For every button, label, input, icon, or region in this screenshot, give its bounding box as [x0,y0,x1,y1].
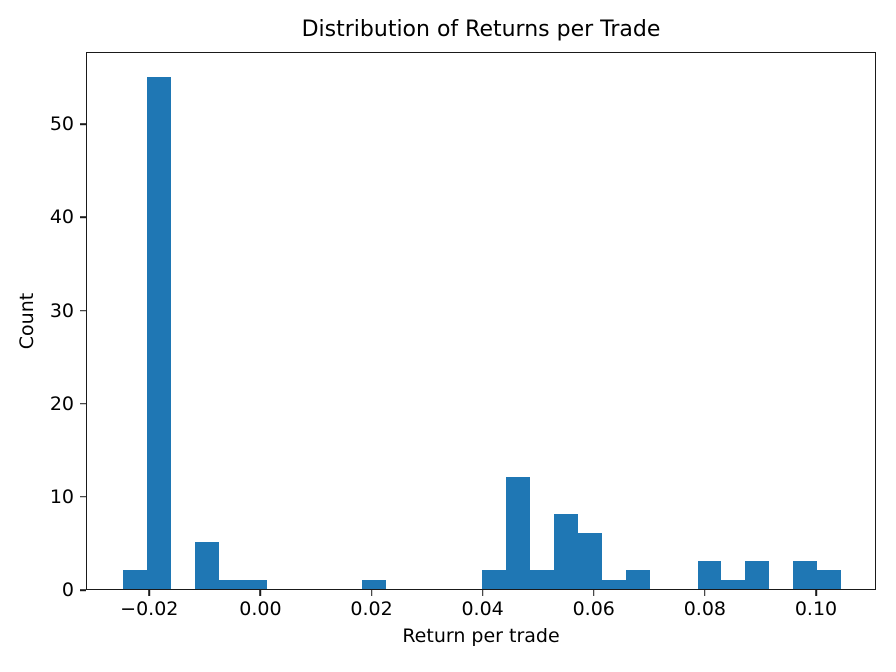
x-axis-label: Return per trade [402,625,560,647]
histogram-bar [242,579,267,589]
x-tick-label: 0.10 [794,598,838,620]
histogram-bar [529,570,554,589]
histogram-bar [553,514,578,589]
y-tick-mark [80,216,86,219]
histogram-bar [505,477,530,589]
x-tick-label: 0.02 [350,598,393,620]
y-tick-mark [80,123,86,125]
y-tick-label: 10 [49,485,74,508]
histogram-bar [362,579,387,589]
histogram-bar [122,570,147,589]
x-tick-mark [704,590,706,596]
y-tick-mark [80,309,86,312]
histogram-bar [721,579,746,589]
histogram-bar [577,533,602,589]
histogram-bar [625,570,650,589]
y-tick-label: 40 [49,206,74,229]
x-tick-label: 0.04 [461,598,504,620]
x-tick-mark [481,590,484,596]
y-tick-label: 20 [49,392,74,415]
y-tick-label: 0 [61,579,74,601]
histogram-bar [697,561,722,589]
x-tick-mark [815,590,817,596]
histogram-bar [194,542,219,589]
histogram-bar [146,76,171,589]
histogram-bar [482,570,506,589]
histogram-bar [601,579,626,589]
x-tick-label: 0.00 [239,598,282,620]
y-tick-label: 50 [49,113,74,136]
x-tick-mark [148,590,151,596]
plot-area [86,52,876,590]
x-tick-label: −0.02 [120,598,179,620]
x-tick-mark [592,590,595,596]
x-tick-label: 0.06 [572,598,615,620]
histogram-bar [745,561,770,589]
histogram-bar [793,561,818,589]
chart-title: Distribution of Returns per Trade [301,17,661,42]
x-tick-label: 0.08 [683,598,727,620]
x-tick-mark [370,590,373,596]
histogram-bar [817,570,842,589]
y-axis-label: Count [16,292,38,350]
x-tick-mark [259,590,262,596]
y-tick-mark [80,402,86,405]
histogram-bar [218,579,243,589]
y-tick-label: 30 [49,299,74,322]
y-tick-mark [80,496,86,498]
y-tick-mark [80,589,86,591]
